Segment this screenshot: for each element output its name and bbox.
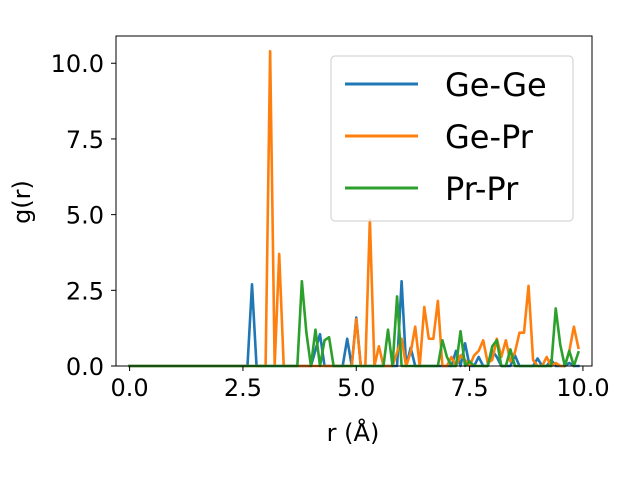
ticks-layer: 0.0 2.5 5.0 7.5 10.0 0.0 2.5 5.0 7.5 10.0 [51, 50, 610, 402]
y-tick-label: 0.0 [66, 353, 104, 381]
y-tick-label: 10.0 [51, 50, 104, 78]
plot-frame [115, 35, 593, 367]
y-tick-label: 5.0 [66, 202, 104, 230]
legend-label-pr-pr: Pr-Pr [445, 170, 519, 208]
y-tick-label: 2.5 [66, 277, 104, 305]
x-tick-label: 0.0 [111, 374, 149, 402]
axes-layer [115, 35, 593, 367]
y-tick-label: 7.5 [66, 126, 104, 154]
legend-label-ge-pr: Ge-Pr [445, 118, 534, 156]
x-tick-label: 7.5 [451, 374, 489, 402]
x-axis-label: r (Å) [327, 418, 380, 447]
x-tick-label: 2.5 [224, 374, 262, 402]
y-axis-label: g(r) [8, 180, 36, 224]
legend-label-ge-ge: Ge-Ge [445, 66, 547, 104]
legend-box [330, 55, 574, 222]
legend: Ge-Ge Ge-Pr Pr-Pr [330, 55, 574, 222]
x-tick-label: 10.0 [556, 374, 609, 402]
x-tick-label: 5.0 [337, 374, 375, 402]
